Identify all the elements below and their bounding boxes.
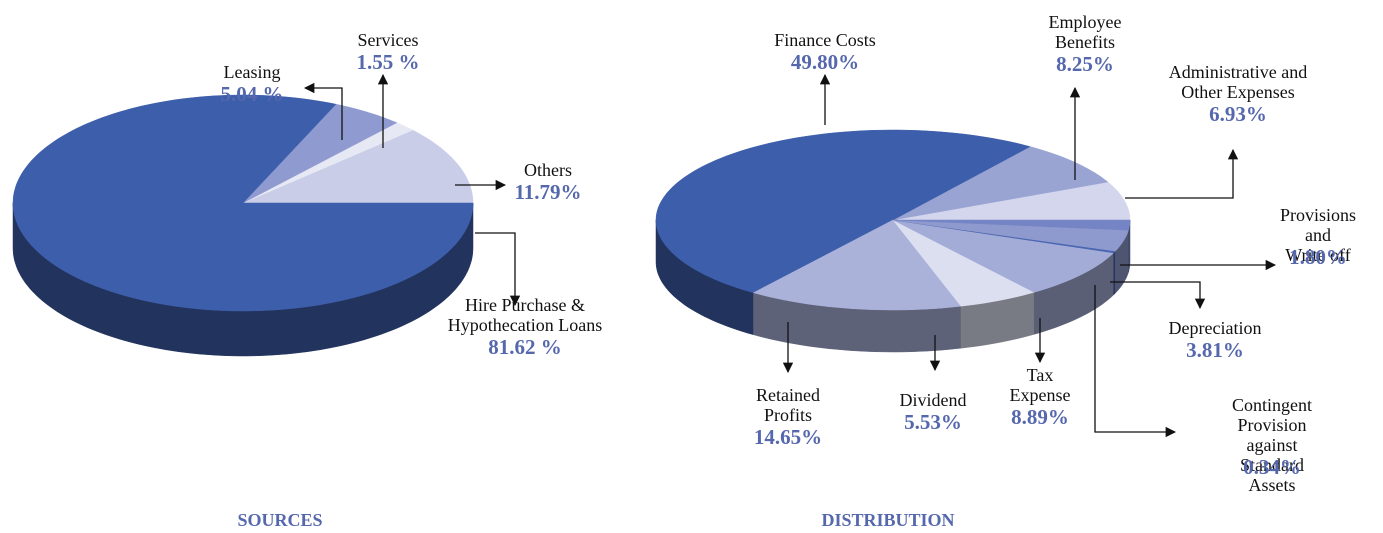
pie-slice: [892, 219, 1035, 307]
slice-label: Dividend: [899, 390, 967, 410]
slice-value: 5.53%: [904, 410, 962, 434]
slice-label: Leasing: [223, 62, 281, 82]
slice-value: 8.89%: [1011, 405, 1069, 429]
slice-value: 0.34%: [1243, 455, 1301, 479]
pie-slice: [892, 219, 1131, 231]
leader: [1125, 148, 1239, 199]
slice-label: Hire Purchase & Hypothecation Loans: [447, 295, 603, 335]
slice-value: 14.65%: [753, 425, 823, 449]
slice-label: Contingent Provision against Standard As…: [1232, 395, 1312, 495]
slice-label: Provisions and Write off: [1279, 205, 1357, 265]
slice-label: Others: [524, 160, 572, 180]
slice-value: 11.79%: [514, 180, 582, 204]
pie-side: [1113, 250, 1116, 296]
slice-value: 49.80%: [790, 50, 860, 74]
leader-lines: [303, 73, 1277, 438]
slice-value: 1.80%: [1289, 245, 1347, 269]
pie-slice: [752, 219, 962, 311]
slice-value: 81.62 %: [488, 335, 562, 359]
pies: [12, 94, 1131, 357]
slice-value: 1.55 %: [356, 50, 420, 74]
slice-label: Tax Expense: [1009, 365, 1071, 405]
slice-label: Retained Profits: [756, 385, 820, 425]
slice-value: 5.04 %: [220, 82, 284, 106]
pie-slice: [892, 219, 1115, 293]
leader: [303, 82, 343, 140]
slice-label: Administrative and Other Expenses: [1168, 62, 1308, 102]
chart-title: DISTRIBUTION: [821, 510, 955, 530]
pie-slice: [892, 181, 1131, 221]
pie-slice: [655, 129, 1031, 293]
slice-value: 3.81%: [1186, 338, 1244, 362]
slice-label: Depreciation: [1168, 318, 1262, 338]
slice-value: 6.93%: [1209, 102, 1267, 126]
chart-title: SOURCES: [237, 510, 323, 530]
slice-label: Services: [357, 30, 419, 50]
pie-slice: [12, 94, 474, 312]
leader: [475, 232, 521, 307]
leader: [1094, 285, 1177, 438]
leader: [1110, 281, 1206, 310]
pie-slice: [242, 129, 474, 204]
slice-value: 8.25%: [1056, 52, 1114, 76]
slice-label: Employee Benefits: [1048, 12, 1122, 52]
slice-label: Finance Costs: [774, 30, 876, 50]
pie-slice: [242, 103, 398, 204]
